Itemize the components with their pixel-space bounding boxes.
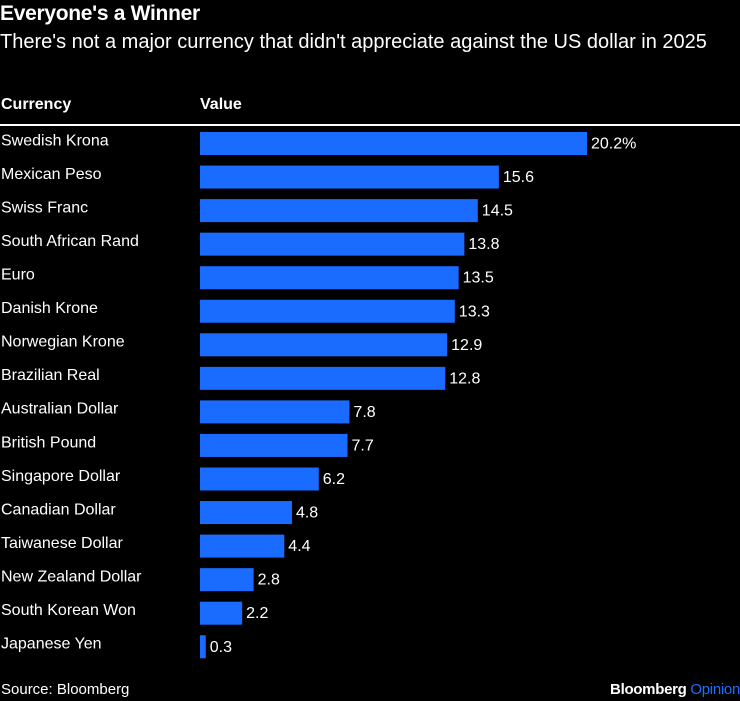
- bar: [200, 132, 587, 155]
- category-label: British Pound: [1, 434, 96, 451]
- brand-logo: Bloomberg Opinion: [610, 681, 740, 698]
- category-label: Danish Krone: [1, 300, 98, 317]
- category-label: Australian Dollar: [1, 401, 119, 418]
- bar: [200, 534, 285, 558]
- brand-primary: Bloomberg: [610, 681, 687, 698]
- column-header-currency: Currency: [1, 96, 72, 113]
- value-label: 12.9: [451, 337, 482, 354]
- bar: [200, 232, 465, 256]
- header-divider: [0, 124, 740, 126]
- category-label: New Zealand Dollar: [1, 568, 142, 585]
- column-header-value: Value: [200, 96, 242, 113]
- category-label: Japanese Yen: [1, 636, 102, 653]
- value-label: 4.4: [288, 538, 310, 555]
- category-label: Mexican Peso: [1, 166, 102, 183]
- value-label: 2.8: [258, 572, 280, 589]
- category-label: Norwegian Krone: [1, 334, 125, 351]
- bar: [200, 568, 254, 592]
- category-label: Taiwanese Dollar: [1, 535, 124, 552]
- bar-chart: Swedish Krona 20.2% Mexican Peso 15.6 Swiss …: [1, 132, 636, 659]
- bar: [200, 165, 499, 189]
- value-label: 2.2: [246, 605, 268, 622]
- category-label: South African Rand: [1, 233, 139, 250]
- category-label: Canadian Dollar: [1, 501, 116, 518]
- chart-subtitle: There's not a major currency that didn't…: [0, 31, 707, 53]
- value-label: 14.5: [482, 203, 513, 220]
- bar: [200, 501, 292, 525]
- category-label: Euro: [1, 267, 35, 284]
- bar: [200, 333, 448, 357]
- bar: [200, 467, 319, 491]
- value-label: 0.3: [210, 639, 232, 656]
- bar: [200, 400, 350, 424]
- category-label: Singapore Dollar: [1, 468, 121, 485]
- value-label: 6.2: [323, 471, 345, 488]
- bar: [200, 635, 206, 659]
- bar: [200, 601, 243, 625]
- bar: [200, 299, 455, 323]
- value-label: 7.7: [352, 437, 374, 454]
- bar: [200, 266, 459, 290]
- value-label: 15.6: [503, 169, 534, 186]
- category-label: South Korean Won: [1, 602, 136, 619]
- category-label: Brazilian Real: [1, 367, 100, 384]
- value-label: 13.3: [459, 303, 490, 320]
- value-label: 13.8: [468, 236, 499, 253]
- bar: [200, 199, 478, 223]
- source-note: Source: Bloomberg: [1, 681, 130, 698]
- chart-title: Everyone's a Winner: [0, 2, 200, 25]
- value-label: 12.8: [449, 370, 480, 387]
- category-label: Swiss Franc: [1, 199, 88, 216]
- brand-secondary: Opinion: [690, 681, 740, 698]
- value-label: 4.8: [296, 505, 318, 522]
- bar: [200, 433, 348, 457]
- value-label: 7.8: [353, 404, 375, 421]
- category-label: Swedish Krona: [1, 132, 109, 149]
- value-label: 13.5: [463, 270, 494, 287]
- value-label: 20.2%: [591, 136, 636, 153]
- bar: [200, 366, 446, 390]
